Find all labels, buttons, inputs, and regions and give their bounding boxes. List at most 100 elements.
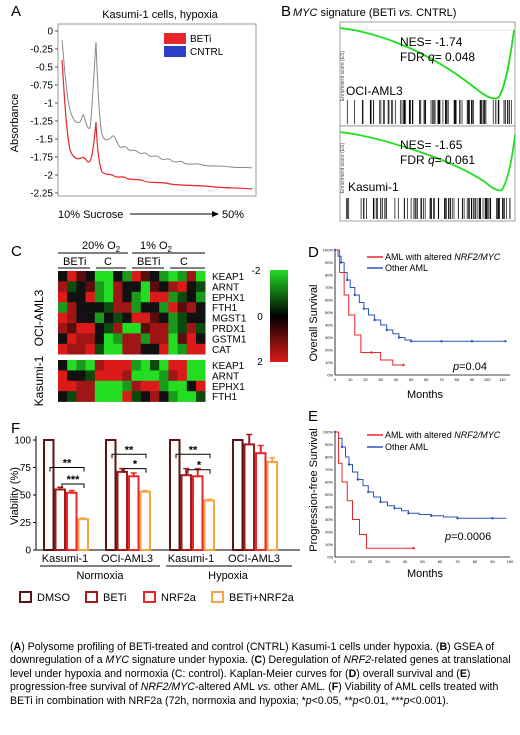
panel-f-bracket [123, 468, 147, 473]
panel-f-ytick-label: 100 [14, 436, 31, 447]
panel-b-title: MYC signature (BETi vs. CNTRL) [293, 7, 456, 19]
panel-e-legend-red: AML with altered NRF2/MYC [385, 430, 501, 440]
panel-c-cell [67, 312, 77, 324]
panel-c-cell [76, 312, 86, 324]
d-xtick: 50 [409, 377, 414, 382]
panel-b-top-plot: Enrichment score (ES) NES= -1.74 FDR q= … [339, 21, 516, 127]
e-xtick: 10 [350, 559, 355, 564]
panel-label-a: A [11, 3, 22, 20]
panel-e-other-aml-curve [335, 431, 507, 519]
panel-c-cell [186, 360, 197, 371]
d-censor [370, 351, 373, 354]
panel-c-cell [67, 302, 77, 313]
panel-c-cell [159, 343, 169, 355]
panel-c-cell [67, 291, 77, 303]
panel-f-legend: DMSO BETi NRF2a BETi+NRF2a [19, 591, 295, 604]
e-xtick: 0 [334, 559, 337, 564]
panel-c-cell [177, 391, 188, 402]
panel-c-cell [168, 343, 178, 355]
panel-b-top-cell: OCI-AML3 [346, 84, 403, 98]
panel-c-cell [159, 380, 169, 392]
panel-c-cell [186, 380, 197, 392]
panel-c-cell [168, 323, 178, 334]
panel-c-cell [168, 333, 178, 345]
d-censor [333, 248, 337, 252]
d-censor [385, 328, 388, 332]
panel-f-bar [139, 490, 151, 551]
panel-c-cell [196, 291, 206, 303]
e-ytick: 100% [323, 430, 334, 435]
d-xtick: 80 [455, 377, 460, 382]
panel-c-cell [104, 271, 114, 282]
e-censor [367, 490, 370, 494]
panel-c-cell [104, 291, 114, 303]
panel-c-cell [76, 333, 86, 345]
panel-a-ytick-label: -1.5 [36, 135, 54, 146]
panel-c-cell [76, 291, 86, 303]
panel-c-cell [186, 370, 197, 382]
panel-c-gene: CAT [212, 345, 231, 356]
panel-c-cell [122, 302, 132, 313]
panel-c-cell [94, 281, 105, 293]
panel-c-cell [186, 343, 197, 355]
panel-c-group2-label: 1% O2 [140, 240, 173, 254]
panel-e-altered-curve [335, 431, 414, 549]
panel-c-cell [85, 291, 96, 303]
panel-f-bracket [111, 453, 147, 459]
d-ytick: 90% [325, 260, 333, 265]
panel-a-ytick-label: -1 [44, 99, 53, 110]
e-censor [491, 517, 494, 520]
panel-c-cell [58, 323, 68, 334]
panel-c-cell [122, 370, 132, 382]
d-xtick: 110 [499, 377, 506, 382]
d-censor [397, 336, 401, 339]
e-ytick: 0% [327, 555, 333, 560]
d-xtick: 40 [394, 377, 399, 382]
panel-c-cell [168, 370, 178, 382]
e-xtick: 20 [368, 559, 373, 564]
panel-c-cell [177, 281, 188, 293]
panel-c-cell [113, 360, 123, 371]
panel-c-cell [150, 360, 160, 371]
panel-d-pvalue: p=0.04 [452, 361, 487, 373]
panel-c-cell [131, 360, 142, 371]
panel-c-cell [150, 380, 160, 392]
e-xtick: 80 [473, 559, 478, 564]
panel-b-bottom-cell: Kasumi-1 [348, 180, 399, 194]
d-xtick: 10 [348, 377, 353, 382]
panel-c-cell [159, 370, 169, 382]
panel-c-cell [94, 323, 105, 334]
panel-f-category: Kasumi-1 [168, 553, 214, 565]
panel-c-cell [159, 271, 169, 282]
panel-c-cell [76, 271, 86, 282]
d-censor [409, 340, 413, 343]
panel-c-cell [150, 302, 160, 313]
panel-f-sig-label: ** [63, 458, 72, 470]
panel-f-legend-swatch [143, 591, 156, 603]
e-censor [379, 500, 382, 504]
panel-a-yaxis: 0 -0.25 -0.5 -0.75 -1 -1.25 -1.5 -1.75 -2 -2.25 [30, 27, 58, 200]
panel-f-bar [128, 475, 140, 551]
panel-c-heatmap: 20% O2 1% O2 BETi C BETi C OCI-AML3 Kasu… [32, 240, 288, 406]
panel-d-legend-blue: Other AML [385, 263, 428, 273]
panel-c-cell [113, 333, 123, 345]
panel-c-cell [122, 323, 132, 334]
panel-c-cell [168, 360, 178, 371]
panel-c-cell [196, 271, 206, 282]
panel-f-category: OCI-AML3 [101, 553, 153, 565]
panel-c-cell [159, 312, 169, 324]
panel-d-legend-red: AML with altered NRF2/MYC [385, 252, 501, 262]
panel-c-gene: EPHX1 [212, 382, 245, 393]
panel-c-cell [150, 281, 160, 293]
panel-f-bar [54, 488, 66, 551]
panel-e-xlabel: Months [407, 568, 444, 580]
panel-f-ytick-label: 25 [20, 518, 32, 529]
panel-c-cell [58, 370, 68, 382]
panel-a-beti-trace [61, 59, 253, 190]
panel-f-bar [192, 475, 204, 551]
panel-f-legend-label: BETi [103, 592, 126, 604]
e-ytick: 30% [325, 517, 333, 522]
d-ytick: 10% [325, 360, 333, 365]
d-censor [362, 307, 366, 310]
panel-c-cell [85, 343, 96, 355]
